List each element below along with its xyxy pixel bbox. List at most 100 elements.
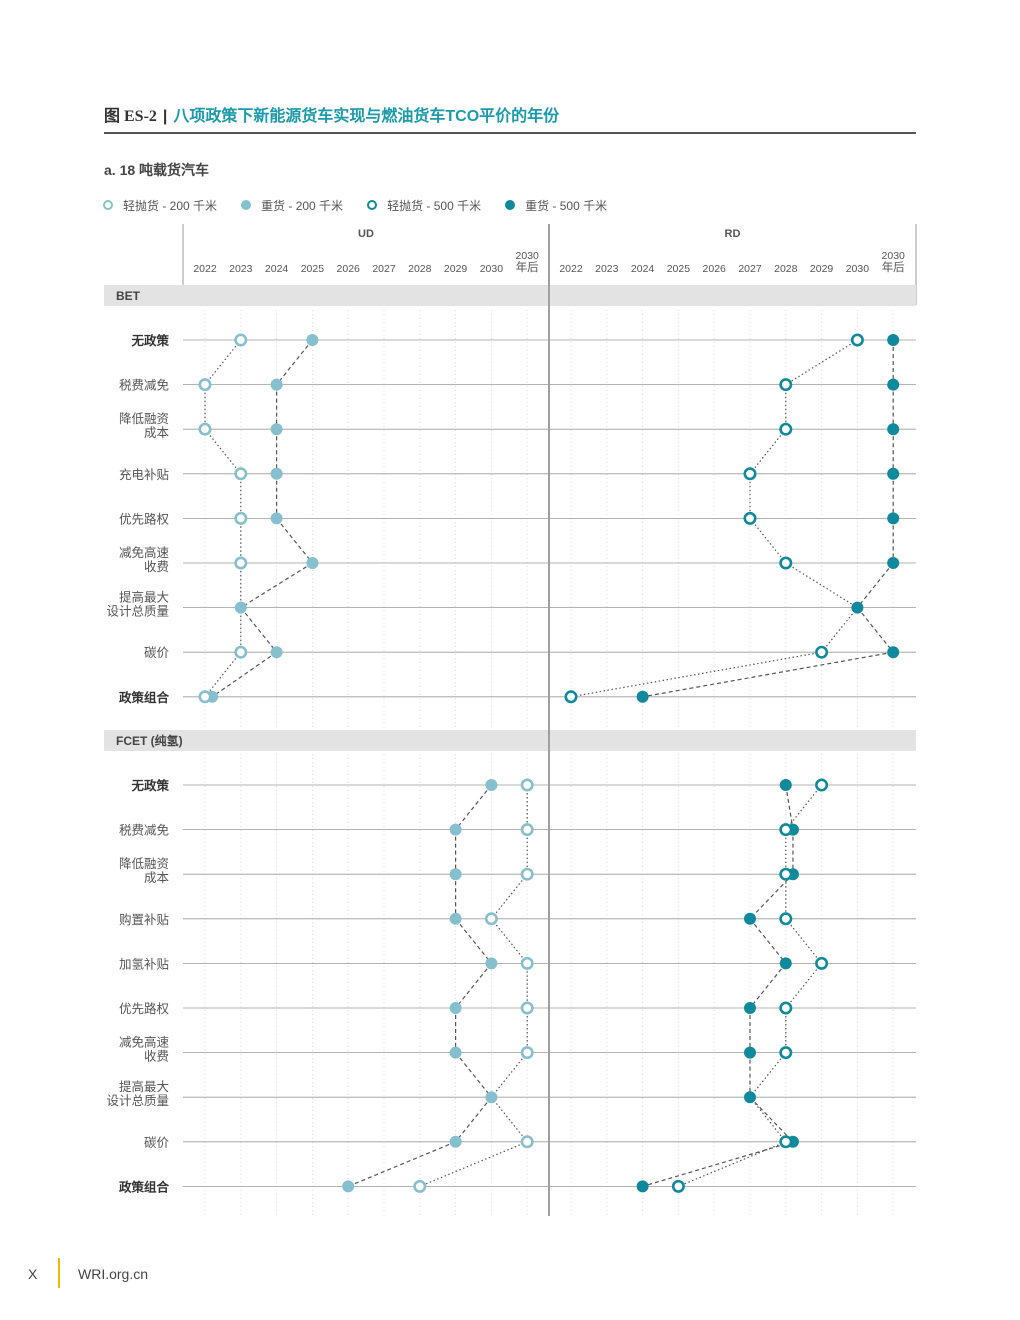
rd-heavy-marker: [779, 779, 792, 791]
row-label: 提高最大: [119, 590, 169, 605]
row-label: 收费: [144, 560, 169, 574]
ud-heavy-marker: [270, 378, 283, 391]
page-number: X: [28, 1266, 38, 1282]
series-connector: [240, 562, 313, 609]
section-band: [104, 285, 916, 306]
rd-light-marker: [779, 1046, 793, 1060]
x-tick-label: 2022: [193, 263, 217, 275]
row-label: 成本: [144, 871, 170, 885]
row-label: 加氢补贴: [119, 956, 169, 971]
series-connector: [749, 518, 787, 564]
row-label: 降低融资: [119, 857, 169, 871]
series-connector: [785, 918, 823, 964]
ud-heavy-marker: [485, 779, 498, 791]
row-label: 降低融资: [119, 412, 169, 426]
row-label: 提高最大: [119, 1079, 169, 1094]
ud-light-marker: [520, 956, 534, 970]
filled-circle-icon: [505, 200, 516, 210]
legend-item-light-500: 轻抛货 - 500 千米: [367, 197, 481, 214]
series-connector: [455, 784, 492, 830]
x-tick-label: 2024: [631, 263, 655, 275]
figure-number: 图 ES-2: [104, 108, 157, 125]
row-label: 设计总质量: [106, 1093, 169, 1108]
series-connector: [785, 963, 823, 1009]
figure-title-text: 八项政策下新能源货车实现与燃油货车TCO平价的年份: [173, 108, 560, 125]
ud-light-marker: [198, 690, 212, 704]
rd-light-marker: [743, 511, 757, 525]
ud-heavy-marker: [449, 1002, 462, 1014]
rd-light-marker: [779, 912, 793, 926]
x-tick-label: 2027: [738, 263, 762, 275]
row-label: 政策组合: [119, 690, 170, 705]
x-tick-label: 2028: [408, 263, 432, 275]
row-label: 无政策: [130, 778, 169, 793]
legend-label: 轻抛货 - 500 千米: [387, 198, 482, 213]
legend-item-light-200: 轻抛货 - 200 千米: [103, 197, 217, 214]
row-label: 无政策: [130, 333, 169, 348]
rd-light-marker: [564, 690, 578, 704]
series-connector: [276, 518, 313, 564]
ud-light-marker: [520, 1135, 534, 1149]
section-band: [104, 730, 916, 751]
row-label: 优先路权: [119, 511, 170, 526]
series-connector: [211, 651, 277, 698]
figure-title: 图 ES-2 | 八项政策下新能源货车实现与燃油货车TCO平价的年份: [104, 102, 559, 126]
panel-header: UD: [358, 228, 374, 240]
ud-heavy-marker: [270, 512, 283, 525]
x-tick-label: 2026: [337, 263, 361, 275]
x-tick-label: 2026: [703, 263, 727, 275]
rd-light-marker: [815, 956, 829, 970]
rd-heavy-marker: [744, 1091, 756, 1104]
ud-heavy-marker: [449, 912, 462, 925]
ud-light-marker: [234, 511, 248, 525]
x-tick-label: 2022: [559, 263, 583, 275]
legend-label: 重货 - 500 千米: [525, 198, 608, 213]
series-connector: [455, 963, 492, 1009]
series-connector: [749, 873, 794, 920]
hollow-circle-icon: [103, 200, 113, 210]
series-connector: [749, 428, 787, 475]
rd-heavy-marker: [779, 957, 792, 970]
series-connector: [570, 651, 822, 698]
series-connector: [749, 1096, 794, 1143]
footer-url: WRI.org.cn: [78, 1266, 149, 1282]
ud-light-marker: [234, 333, 248, 347]
filled-circle-icon: [241, 200, 252, 210]
series-connector: [749, 918, 787, 964]
rd-heavy-marker: [744, 912, 756, 925]
series-connector: [455, 1052, 492, 1098]
ud-light-marker: [234, 645, 248, 659]
row-label: 成本: [144, 426, 170, 440]
series-connector: [785, 784, 794, 830]
chart-subtitle: a. 18 吨载货汽车: [104, 162, 210, 178]
ud-heavy-marker: [306, 334, 319, 346]
series-connector: [785, 562, 858, 609]
rd-heavy-marker: [744, 1046, 756, 1059]
row-label: 优先路权: [119, 1001, 170, 1016]
rd-light-marker: [779, 867, 793, 881]
ud-heavy-marker: [449, 1046, 462, 1059]
row-label: 政策组合: [119, 1179, 170, 1194]
rd-light-marker: [850, 333, 864, 347]
series-connector: [642, 1141, 794, 1187]
series-connector: [455, 918, 492, 964]
series-connector: [240, 607, 278, 653]
ud-light-marker: [198, 422, 212, 436]
ud-heavy-marker: [449, 868, 462, 881]
rd-heavy-marker: [636, 1180, 649, 1193]
row-label: 购置补贴: [119, 912, 169, 927]
rd-light-marker: [671, 1179, 685, 1193]
x-tick-label: 2027: [372, 263, 396, 275]
ud-light-marker: [520, 1001, 534, 1015]
series-connector: [204, 651, 242, 698]
ud-heavy-marker: [342, 1180, 355, 1193]
ud-heavy-marker: [449, 1135, 462, 1148]
ud-light-marker: [520, 867, 534, 881]
footer-accent-bar: [58, 1258, 60, 1288]
series-connector: [856, 562, 894, 608]
x-tick-label: 年后: [882, 260, 905, 274]
rd-light-marker: [815, 778, 829, 792]
ud-heavy-marker: [270, 467, 283, 480]
row-label: 碳价: [144, 1136, 170, 1150]
legend-label: 重货 - 200 千米: [261, 198, 344, 213]
